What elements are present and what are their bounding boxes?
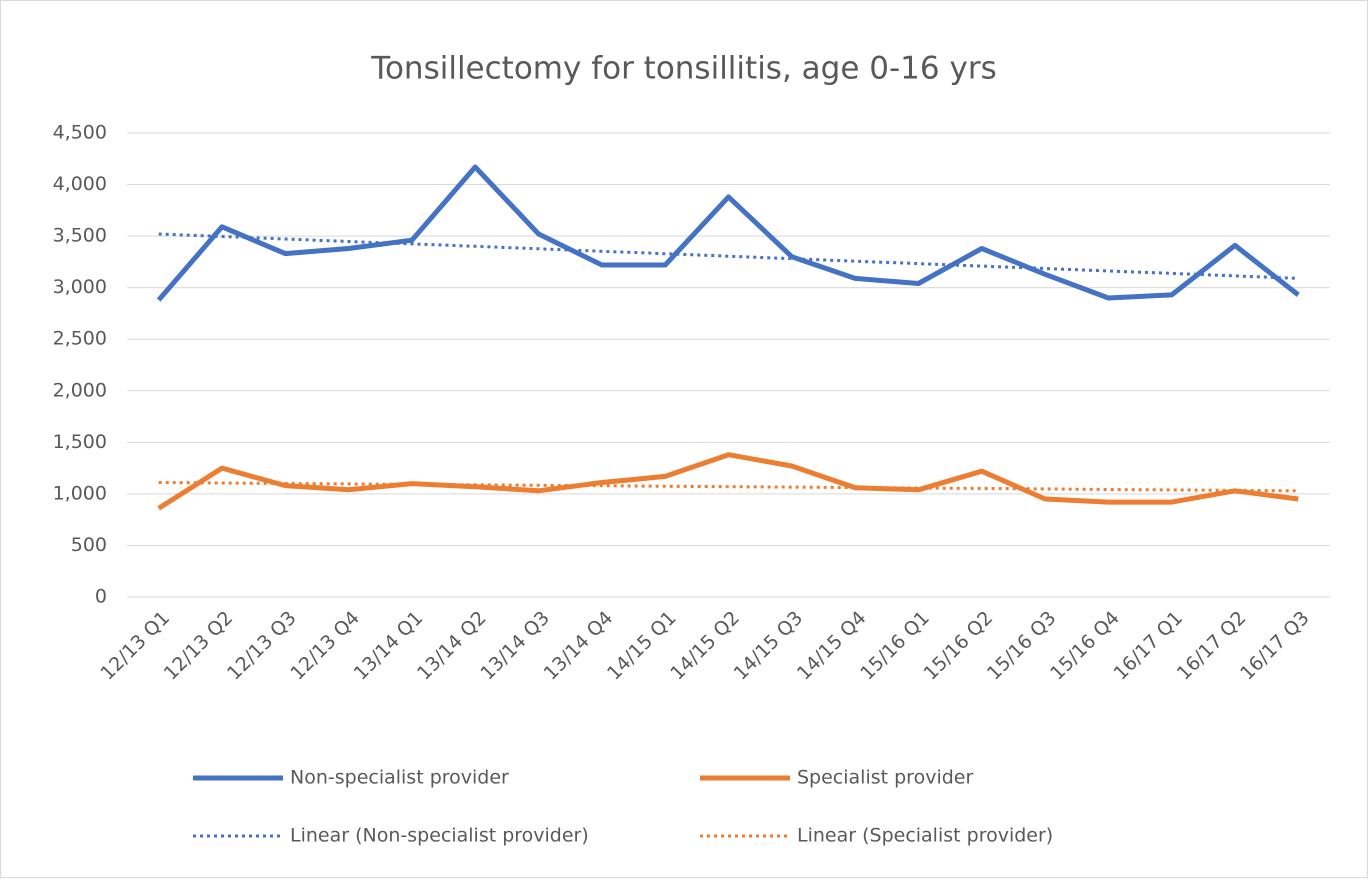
y-tick-label: 3,000 (53, 276, 107, 298)
trend-line (158, 232, 1299, 280)
legend-label: Linear (Specialist provider) (797, 825, 1053, 847)
chart-title: Tonsillectomy for tonsillitis, age 0-16 … (370, 51, 996, 87)
legend-label: Linear (Non-specialist provider) (290, 825, 589, 847)
series-line (157, 452, 1299, 511)
legend-label: Specialist provider (797, 767, 973, 789)
y-tick-label: 2,000 (53, 379, 107, 401)
y-tick-label: 4,500 (53, 122, 107, 144)
y-tick-label: 3,500 (53, 225, 107, 247)
y-tick-label: 0 (95, 586, 107, 608)
y-tick-label: 4,000 (53, 173, 107, 195)
y-tick-label: 500 (71, 534, 107, 556)
trend-line (158, 481, 1299, 493)
y-tick-label: 2,500 (53, 328, 107, 350)
legend-label: Non-specialist provider (290, 767, 509, 789)
y-tick-label: 1,000 (53, 482, 107, 504)
series-line (156, 164, 1300, 302)
y-tick-label: 1,500 (53, 431, 107, 453)
